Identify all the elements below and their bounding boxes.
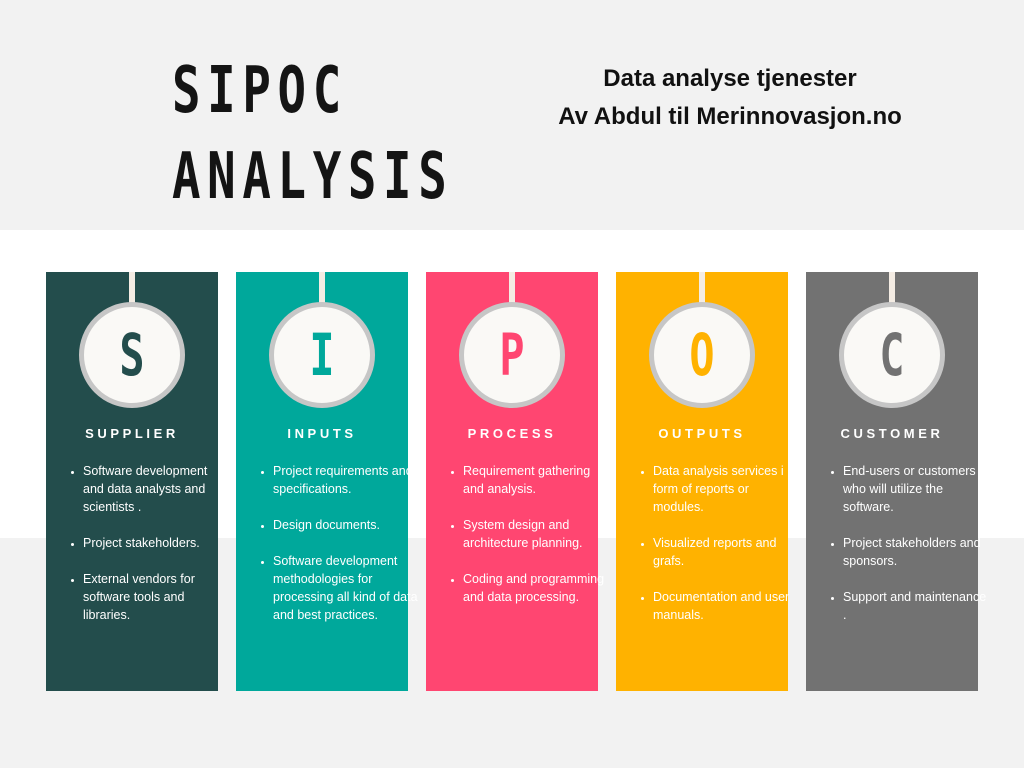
list-item: Software development and data analysts a… <box>83 462 229 516</box>
list-item: Requirement gathering and analysis. <box>463 462 609 498</box>
subtitle-line-2: Av Abdul til Merinnovasjon.no <box>558 103 902 130</box>
card-hanger <box>699 272 705 306</box>
card-hanger <box>129 272 135 306</box>
card-item-list: End-users or customers who will utilize … <box>828 462 989 642</box>
card-heading: OUTPUTS <box>658 426 746 441</box>
sipoc-card-process: P PROCESS Requirement gathering and anal… <box>426 272 604 691</box>
card-item-list: Data analysis services i form of reports… <box>638 462 799 642</box>
list-item: Visualized reports and grafs. <box>653 534 799 570</box>
card-heading: INPUTS <box>287 426 357 441</box>
card-hanger <box>319 272 325 306</box>
header-band <box>0 0 1024 230</box>
subtitle: Data analyse tjenester Av Abdul til Meri… <box>500 60 960 136</box>
list-item: Project requirements and specifications. <box>273 462 419 498</box>
subtitle-line-1: Data analyse tjenester <box>603 65 857 92</box>
list-item: Project stakeholders. <box>83 534 229 552</box>
card-hanger <box>889 272 895 306</box>
list-item: Project stakeholders and sponsors. <box>843 534 989 570</box>
list-item: Support and maintenance . <box>843 588 989 624</box>
title-line-2: ANALYSIS <box>172 140 454 214</box>
badge-letter: S <box>119 321 145 389</box>
card-heading: CUSTOMER <box>840 426 944 441</box>
sipoc-card-inputs: I INPUTS Project requirements and specif… <box>236 272 418 691</box>
sipoc-card-outputs: O OUTPUTS Data analysis services i form … <box>616 272 789 691</box>
badge-letter: I <box>309 321 335 389</box>
card-hanger <box>509 272 515 306</box>
list-item: Software development methodologies for p… <box>273 552 419 624</box>
list-item: End-users or customers who will utilize … <box>843 462 989 516</box>
sipoc-card-supplier: S SUPPLIER Software development and data… <box>46 272 218 691</box>
badge-letter: C <box>879 321 905 389</box>
letter-badge: S <box>79 302 185 408</box>
list-item: External vendors for software tools and … <box>83 570 229 624</box>
list-item: Coding and programming and data processi… <box>463 570 609 606</box>
list-item: Data analysis services i form of reports… <box>653 462 799 516</box>
card-item-list: Requirement gathering and analysis. Syst… <box>448 462 609 624</box>
letter-badge: C <box>839 302 945 408</box>
letter-badge: I <box>269 302 375 408</box>
list-item: Documentation and user manuals. <box>653 588 799 624</box>
card-heading: PROCESS <box>467 426 557 441</box>
card-item-list: Project requirements and specifications.… <box>258 462 419 642</box>
list-item: System design and architecture planning. <box>463 516 609 552</box>
list-item: Design documents. <box>273 516 419 534</box>
card-heading: SUPPLIER <box>85 426 179 441</box>
title-line-1: SIPOC <box>172 54 348 128</box>
card-item-list: Software development and data analysts a… <box>68 462 229 642</box>
badge-letter: P <box>499 321 525 389</box>
letter-badge: O <box>649 302 755 408</box>
page-title: SIPOC ANALYSIS <box>172 48 453 220</box>
letter-badge: P <box>459 302 565 408</box>
sipoc-card-customer: C CUSTOMER End-users or customers who wi… <box>806 272 986 691</box>
badge-letter: O <box>689 321 715 389</box>
